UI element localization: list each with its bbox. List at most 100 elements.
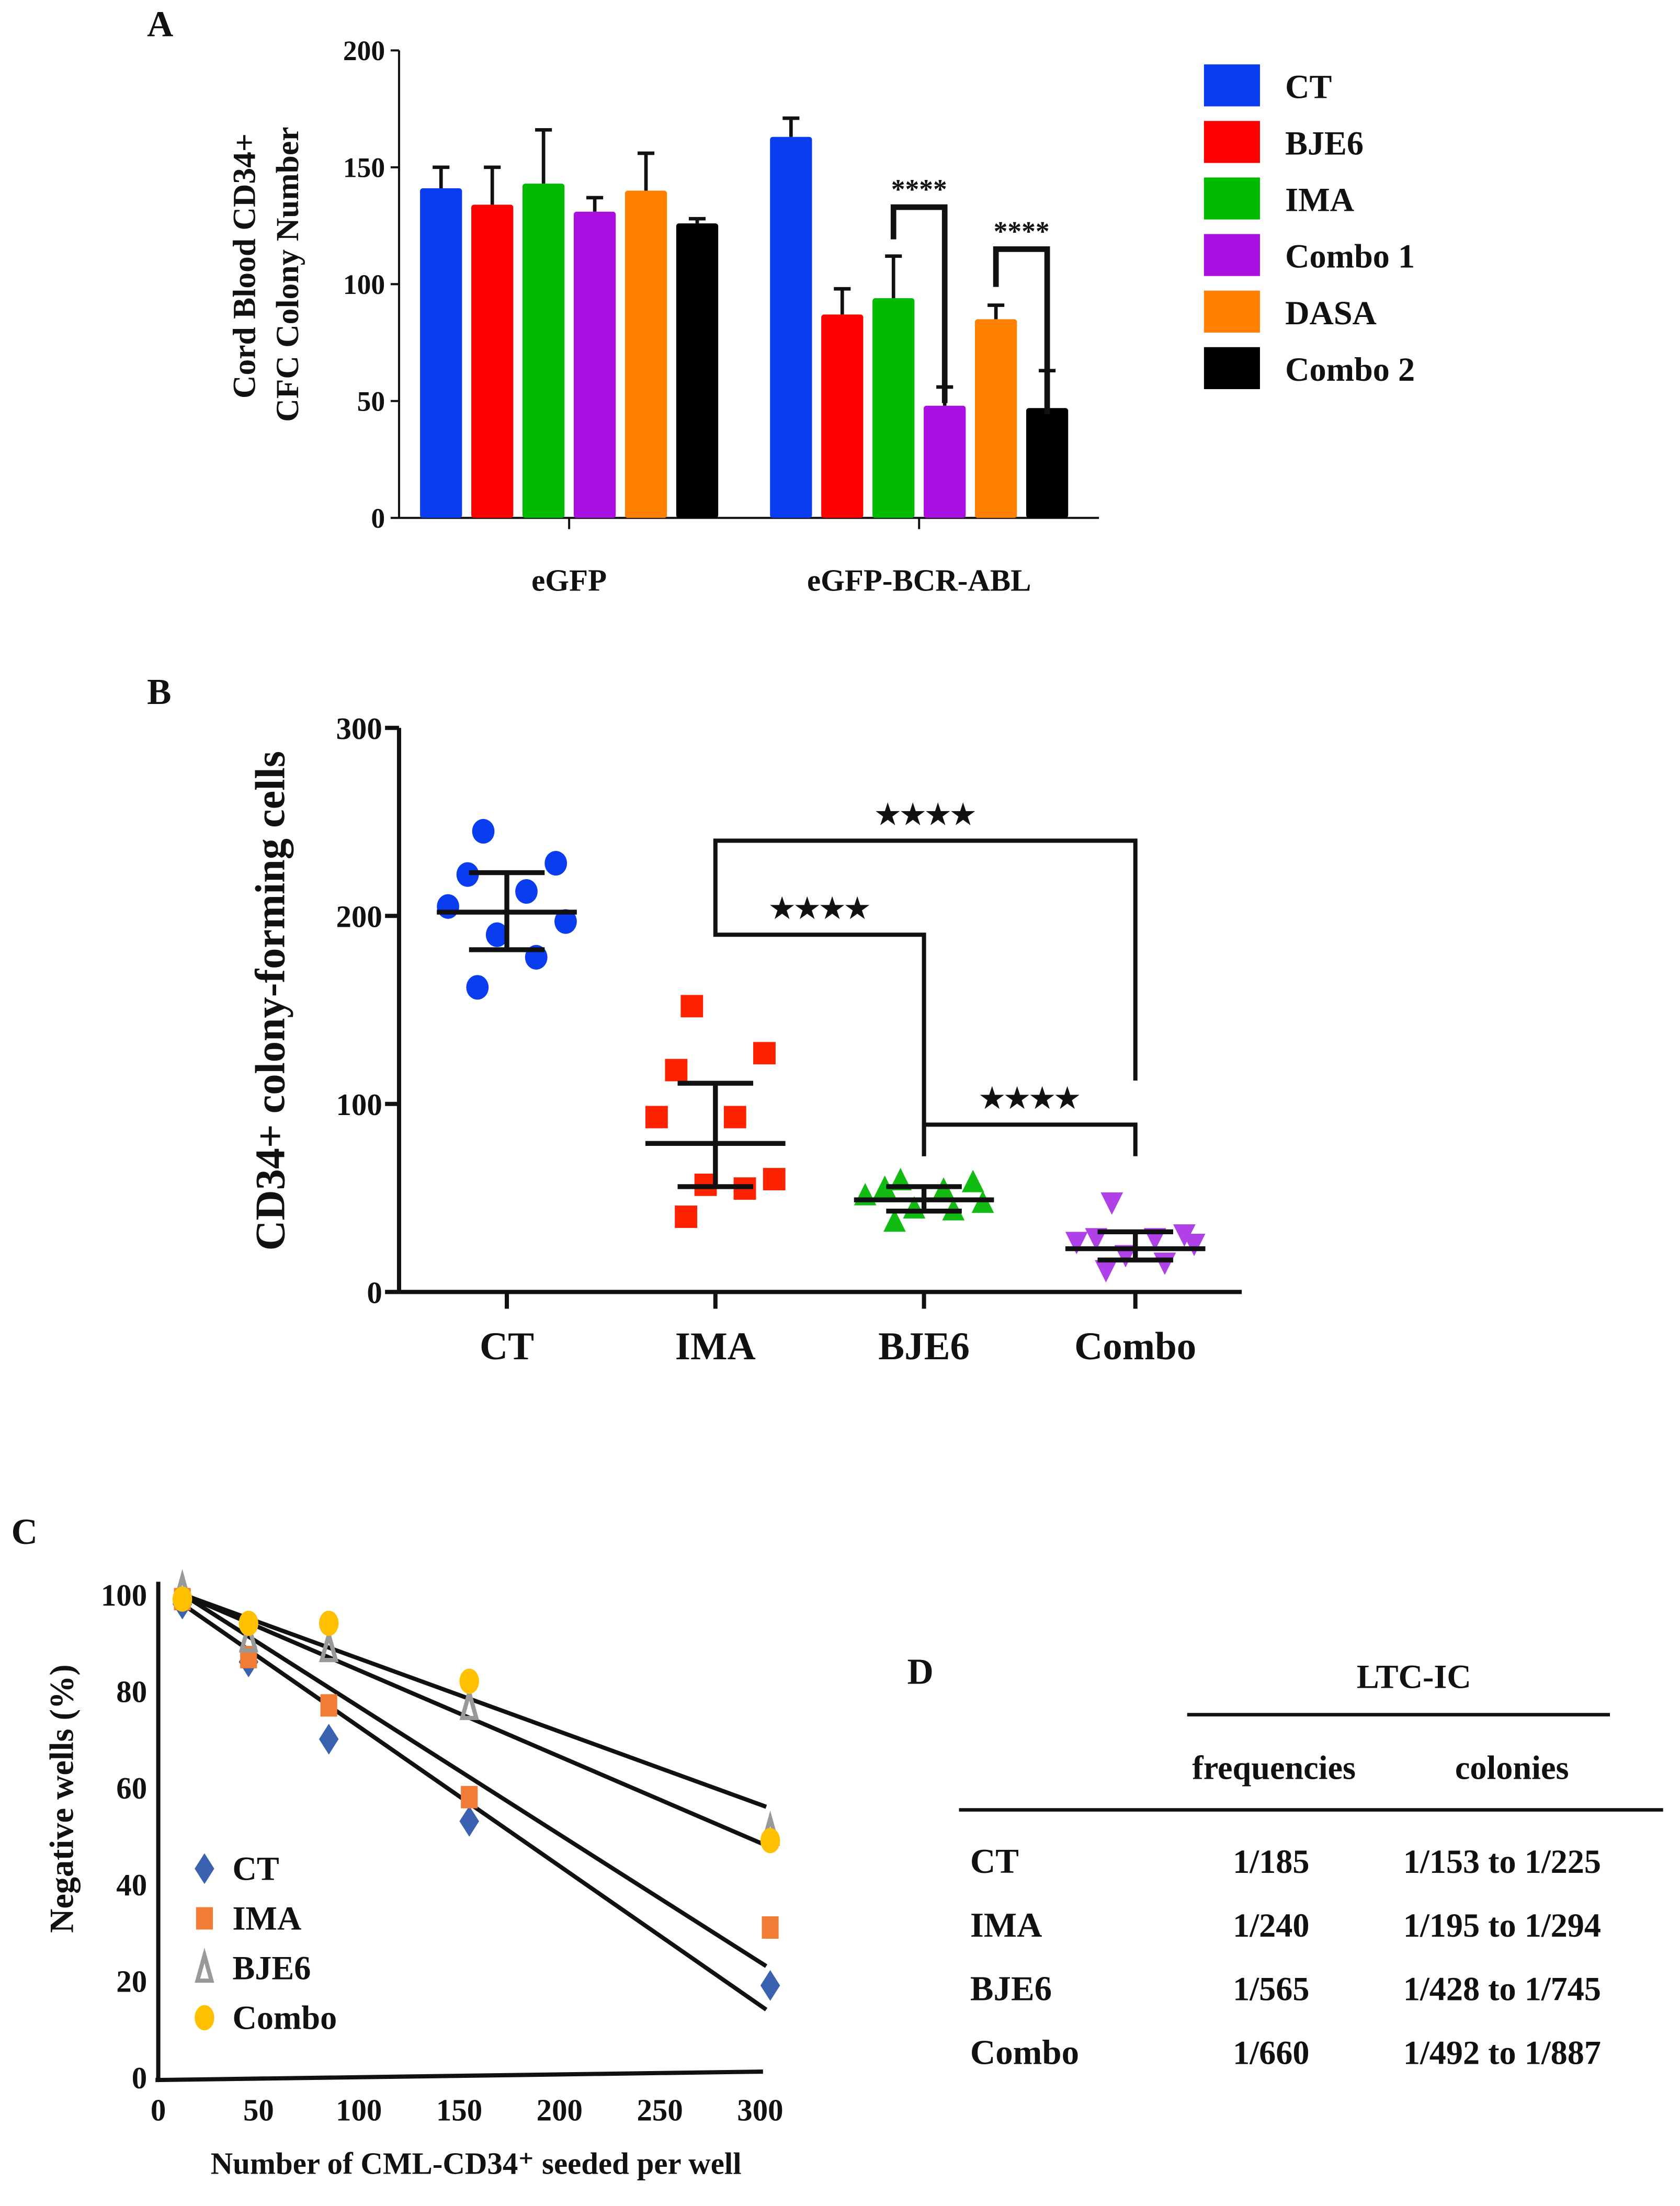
legend-marker bbox=[195, 2005, 214, 2031]
y-tick-label: 100 bbox=[336, 1088, 382, 1122]
data-point-combo bbox=[1183, 1234, 1206, 1256]
bar-ima bbox=[522, 184, 565, 518]
data-point-combo bbox=[1153, 1252, 1176, 1275]
y-axis-label: CD34+ colony-forming cells bbox=[247, 751, 293, 1250]
x-axis-label: Number of CML-CD34⁺ seeded per well bbox=[211, 2146, 742, 2180]
data-point-combo bbox=[1095, 1260, 1117, 1283]
legend-label: DASA bbox=[1285, 294, 1377, 332]
legend-label: BJE6 bbox=[1285, 124, 1364, 162]
panel-label-a: A bbox=[147, 5, 173, 45]
data-point-ima bbox=[320, 1694, 337, 1717]
panel-label-b: B bbox=[147, 672, 171, 712]
table-column-header: frequencies bbox=[1192, 1749, 1356, 1787]
y-tick-label: 300 bbox=[336, 712, 382, 746]
x-tick-label: 200 bbox=[537, 2094, 583, 2128]
data-point-ima bbox=[763, 1168, 786, 1191]
legend-swatch bbox=[1204, 290, 1260, 333]
legend-label: CT bbox=[232, 1850, 279, 1887]
data-point-combo bbox=[172, 1586, 192, 1612]
data-point-combo bbox=[760, 1828, 780, 1854]
data-point-ct bbox=[760, 1970, 780, 2001]
data-point-combo bbox=[1100, 1192, 1123, 1215]
y-tick-label: 0 bbox=[367, 1276, 382, 1310]
y-tick-label: 50 bbox=[357, 386, 385, 417]
fit-line bbox=[181, 1593, 768, 1968]
significance-label: ★★★★ bbox=[875, 799, 975, 830]
table-group-header: LTC-IC bbox=[1357, 1658, 1471, 1696]
legend-marker bbox=[195, 1947, 214, 1983]
y-tick-label: 100 bbox=[343, 269, 385, 300]
x-axis bbox=[155, 2069, 763, 2083]
y-axis-label: Cord Blood CD34+ bbox=[226, 133, 262, 399]
data-point-ima bbox=[461, 1786, 478, 1809]
panel-label-d: D bbox=[907, 1652, 933, 1692]
significance-label: **** bbox=[994, 215, 1050, 247]
legend-label: IMA bbox=[1285, 181, 1354, 219]
x-tick-label: 0 bbox=[151, 2094, 166, 2128]
table-cell-colonies: 1/153 to 1/225 bbox=[1403, 1843, 1601, 1880]
x-tick-label: eGFP bbox=[531, 563, 607, 597]
y-tick-label: 0 bbox=[132, 2061, 147, 2095]
data-point-bje6 bbox=[319, 1627, 339, 1663]
y-tick-label: 200 bbox=[336, 900, 382, 934]
data-point-ima bbox=[680, 995, 703, 1018]
data-point-bje6 bbox=[239, 1617, 258, 1653]
bar-combo-1 bbox=[924, 405, 966, 518]
bar-combo-2 bbox=[1026, 408, 1069, 518]
y-tick-label: 150 bbox=[343, 152, 385, 184]
data-point-combo bbox=[1065, 1232, 1088, 1255]
data-point-ima bbox=[723, 1106, 746, 1129]
data-point-combo bbox=[459, 1668, 479, 1694]
x-tick-label: 100 bbox=[336, 2094, 382, 2128]
table-row-label: BJE6 bbox=[970, 1970, 1052, 2008]
significance-bracket bbox=[890, 204, 948, 403]
table-cell-colonies: 1/428 to 1/745 bbox=[1403, 1971, 1601, 2008]
table-cell-frequency: 1/240 bbox=[1233, 1907, 1309, 1944]
fit-line bbox=[181, 1592, 767, 1809]
y-axis-label: Negative wells (%) bbox=[43, 1664, 80, 1933]
legend-label: BJE6 bbox=[232, 1949, 311, 1986]
x-tick-label: IMA bbox=[675, 1325, 756, 1368]
data-point-ima bbox=[762, 1916, 779, 1939]
significance-bracket bbox=[713, 884, 926, 1156]
significance-label: ★★★★ bbox=[980, 1083, 1080, 1114]
table-cell-frequency: 1/565 bbox=[1233, 1971, 1309, 2008]
table-cell-colonies: 1/492 to 1/887 bbox=[1403, 2034, 1601, 2071]
data-point-ct bbox=[485, 922, 508, 947]
bar-combo-2 bbox=[676, 223, 719, 518]
x-tick-label: 300 bbox=[737, 2094, 783, 2128]
data-point-ct bbox=[319, 1723, 339, 1755]
y-tick-label: 80 bbox=[116, 1675, 147, 1709]
significance-label: ★★★★ bbox=[769, 893, 870, 924]
data-point-ima bbox=[753, 1042, 776, 1065]
significance-label: **** bbox=[891, 174, 947, 205]
bar-bje6 bbox=[471, 204, 514, 518]
data-point-ct bbox=[554, 909, 577, 934]
x-tick-label: BJE6 bbox=[878, 1325, 970, 1368]
x-tick-label: 150 bbox=[436, 2094, 482, 2128]
data-point-combo bbox=[319, 1610, 339, 1636]
y-tick-label: 60 bbox=[116, 1771, 147, 1805]
legend-label: Combo 1 bbox=[1285, 238, 1415, 275]
bar-dasa bbox=[625, 190, 667, 518]
table-row-label: Combo bbox=[970, 2033, 1079, 2072]
bar-bje6 bbox=[821, 314, 864, 518]
legend-marker bbox=[196, 1907, 213, 1930]
bar-ct bbox=[420, 188, 462, 518]
significance-bracket bbox=[713, 838, 1138, 1081]
legend-swatch bbox=[1204, 64, 1260, 107]
legend-label: IMA bbox=[232, 1900, 301, 1937]
legend-label: Combo bbox=[232, 1999, 337, 2036]
legend-swatch bbox=[1204, 347, 1260, 390]
legend-swatch bbox=[1204, 234, 1260, 276]
data-point-bje6 bbox=[883, 1209, 906, 1232]
x-tick-label: 50 bbox=[243, 2094, 274, 2128]
table-row-label: CT bbox=[970, 1842, 1019, 1881]
x-tick-label: eGFP-BCR-ABL bbox=[807, 563, 1031, 597]
significance-bracket bbox=[993, 246, 1050, 415]
data-point-ct bbox=[472, 818, 495, 844]
legend-marker bbox=[195, 1853, 214, 1884]
significance-bracket bbox=[922, 1122, 1138, 1156]
data-point-ct bbox=[466, 975, 489, 1000]
